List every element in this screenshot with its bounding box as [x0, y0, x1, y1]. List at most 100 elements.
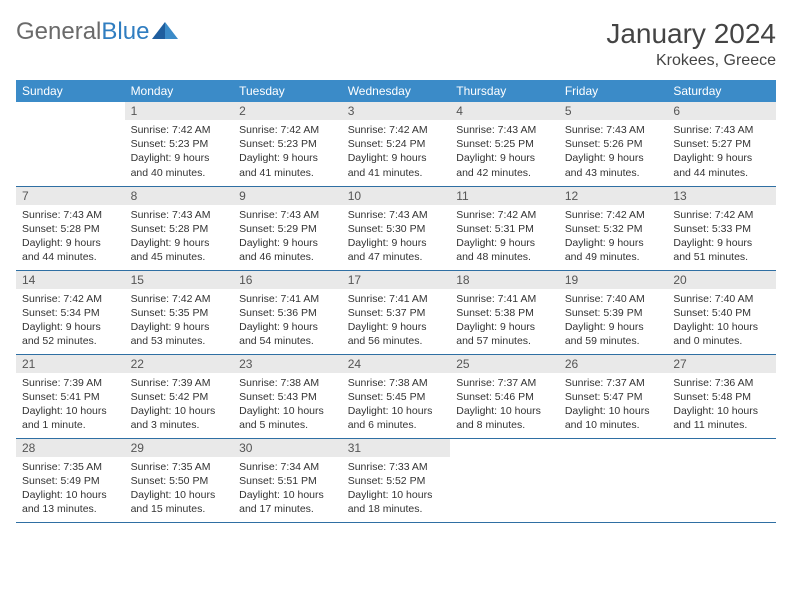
calendar-body: 1Sunrise: 7:42 AMSunset: 5:23 PMDaylight…	[16, 102, 776, 522]
sunset-text: Sunset: 5:28 PM	[131, 222, 228, 236]
sunset-text: Sunset: 5:50 PM	[131, 474, 228, 488]
daylight-text: Daylight: 10 hours and 10 minutes.	[565, 404, 662, 432]
sunset-text: Sunset: 5:24 PM	[348, 137, 445, 151]
daylight-text: Daylight: 9 hours and 40 minutes.	[131, 151, 228, 179]
calendar-day-cell: 28Sunrise: 7:35 AMSunset: 5:49 PMDayligh…	[16, 438, 125, 522]
sunrise-text: Sunrise: 7:43 AM	[456, 123, 553, 137]
sunrise-text: Sunrise: 7:43 AM	[673, 123, 770, 137]
day-body: Sunrise: 7:37 AMSunset: 5:46 PMDaylight:…	[450, 373, 559, 438]
calendar-week-row: 1Sunrise: 7:42 AMSunset: 5:23 PMDaylight…	[16, 102, 776, 186]
sunrise-text: Sunrise: 7:41 AM	[456, 292, 553, 306]
daylight-text: Daylight: 9 hours and 43 minutes.	[565, 151, 662, 179]
calendar-day-cell: 31Sunrise: 7:33 AMSunset: 5:52 PMDayligh…	[342, 438, 451, 522]
day-body: Sunrise: 7:35 AMSunset: 5:49 PMDaylight:…	[16, 457, 125, 522]
day-body	[450, 457, 559, 465]
day-body: Sunrise: 7:41 AMSunset: 5:37 PMDaylight:…	[342, 289, 451, 354]
header: GeneralBlue January 2024 Krokees, Greece	[16, 18, 776, 70]
daylight-text: Daylight: 9 hours and 56 minutes.	[348, 320, 445, 348]
daylight-text: Daylight: 9 hours and 54 minutes.	[239, 320, 336, 348]
calendar-day-cell: 8Sunrise: 7:43 AMSunset: 5:28 PMDaylight…	[125, 186, 234, 270]
daylight-text: Daylight: 9 hours and 57 minutes.	[456, 320, 553, 348]
day-number: 1	[125, 102, 234, 120]
sunset-text: Sunset: 5:45 PM	[348, 390, 445, 404]
sunset-text: Sunset: 5:27 PM	[673, 137, 770, 151]
calendar-day-cell: 4Sunrise: 7:43 AMSunset: 5:25 PMDaylight…	[450, 102, 559, 186]
sunrise-text: Sunrise: 7:39 AM	[131, 376, 228, 390]
day-number: 20	[667, 271, 776, 289]
sunrise-text: Sunrise: 7:43 AM	[565, 123, 662, 137]
calendar-day-cell	[16, 102, 125, 186]
day-number: 10	[342, 187, 451, 205]
day-number: 3	[342, 102, 451, 120]
day-number: 4	[450, 102, 559, 120]
calendar-day-cell: 6 Sunrise: 7:43 AMSunset: 5:27 PMDaylight…	[667, 102, 776, 186]
daylight-text: Daylight: 10 hours and 3 minutes.	[131, 404, 228, 432]
brand-part2: Blue	[101, 18, 149, 46]
weekday-header: Friday	[559, 80, 668, 102]
daylight-text: Daylight: 10 hours and 8 minutes.	[456, 404, 553, 432]
sunrise-text: Sunrise: 7:39 AM	[22, 376, 119, 390]
day-number: 26	[559, 355, 668, 373]
sunrise-text: Sunrise: 7:42 AM	[131, 292, 228, 306]
sunrise-text: Sunrise: 7:33 AM	[348, 460, 445, 474]
day-number: 7	[16, 187, 125, 205]
daylight-text: Daylight: 9 hours and 44 minutes.	[673, 151, 770, 179]
day-body: Sunrise: 7:34 AMSunset: 5:51 PMDaylight:…	[233, 457, 342, 522]
day-body: Sunrise: 7:39 AMSunset: 5:42 PMDaylight:…	[125, 373, 234, 438]
sunrise-text: Sunrise: 7:40 AM	[565, 292, 662, 306]
sunset-text: Sunset: 5:36 PM	[239, 306, 336, 320]
day-number: 5	[559, 102, 668, 120]
day-body: Sunrise: 7:42 AMSunset: 5:35 PMDaylight:…	[125, 289, 234, 354]
calendar-day-cell: 30Sunrise: 7:34 AMSunset: 5:51 PMDayligh…	[233, 438, 342, 522]
sunrise-text: Sunrise: 7:38 AM	[348, 376, 445, 390]
day-number: 15	[125, 271, 234, 289]
daylight-text: Daylight: 10 hours and 6 minutes.	[348, 404, 445, 432]
daylight-text: Daylight: 9 hours and 53 minutes.	[131, 320, 228, 348]
daylight-text: Daylight: 9 hours and 44 minutes.	[22, 236, 119, 264]
sunset-text: Sunset: 5:29 PM	[239, 222, 336, 236]
day-number: 14	[16, 271, 125, 289]
day-number	[667, 439, 776, 457]
day-body: Sunrise: 7:41 AMSunset: 5:36 PMDaylight:…	[233, 289, 342, 354]
sunrise-text: Sunrise: 7:43 AM	[22, 208, 119, 222]
sunrise-text: Sunrise: 7:38 AM	[239, 376, 336, 390]
day-body: Sunrise: 7:42 AMSunset: 5:34 PMDaylight:…	[16, 289, 125, 354]
sunset-text: Sunset: 5:48 PM	[673, 390, 770, 404]
day-number: 2	[233, 102, 342, 120]
calendar-day-cell: 12Sunrise: 7:42 AMSunset: 5:32 PMDayligh…	[559, 186, 668, 270]
weekday-header-row: Sunday Monday Tuesday Wednesday Thursday…	[16, 80, 776, 102]
sunrise-text: Sunrise: 7:43 AM	[131, 208, 228, 222]
daylight-text: Daylight: 9 hours and 48 minutes.	[456, 236, 553, 264]
sunrise-text: Sunrise: 7:34 AM	[239, 460, 336, 474]
day-body: Sunrise: 7:37 AMSunset: 5:47 PMDaylight:…	[559, 373, 668, 438]
day-number: 24	[342, 355, 451, 373]
calendar-day-cell: 24Sunrise: 7:38 AMSunset: 5:45 PMDayligh…	[342, 354, 451, 438]
daylight-text: Daylight: 10 hours and 17 minutes.	[239, 488, 336, 516]
sunset-text: Sunset: 5:31 PM	[456, 222, 553, 236]
day-number: 21	[16, 355, 125, 373]
brand-part1: General	[16, 18, 101, 46]
day-body: Sunrise: 7:38 AMSunset: 5:45 PMDaylight:…	[342, 373, 451, 438]
calendar-day-cell: 21Sunrise: 7:39 AMSunset: 5:41 PMDayligh…	[16, 354, 125, 438]
day-body	[559, 457, 668, 465]
calendar-week-row: 14Sunrise: 7:42 AMSunset: 5:34 PMDayligh…	[16, 270, 776, 354]
daylight-text: Daylight: 9 hours and 51 minutes.	[673, 236, 770, 264]
calendar-day-cell: 13Sunrise: 7:42 AMSunset: 5:33 PMDayligh…	[667, 186, 776, 270]
day-body: Sunrise: 7:40 AMSunset: 5:40 PMDaylight:…	[667, 289, 776, 354]
day-body: Sunrise: 7:43 AMSunset: 5:29 PMDaylight:…	[233, 205, 342, 270]
day-number: 8	[125, 187, 234, 205]
calendar-day-cell: 9Sunrise: 7:43 AMSunset: 5:29 PMDaylight…	[233, 186, 342, 270]
calendar-week-row: 28Sunrise: 7:35 AMSunset: 5:49 PMDayligh…	[16, 438, 776, 522]
day-number	[450, 439, 559, 457]
page-title: January 2024	[606, 18, 776, 50]
day-body: Sunrise: 7:42 AMSunset: 5:33 PMDaylight:…	[667, 205, 776, 270]
daylight-text: Daylight: 10 hours and 18 minutes.	[348, 488, 445, 516]
sunrise-text: Sunrise: 7:42 AM	[673, 208, 770, 222]
day-body: Sunrise: 7:43 AMSunset: 5:28 PMDaylight:…	[125, 205, 234, 270]
day-number: 6	[667, 102, 776, 120]
daylight-text: Daylight: 10 hours and 5 minutes.	[239, 404, 336, 432]
title-block: January 2024 Krokees, Greece	[606, 18, 776, 70]
sunrise-text: Sunrise: 7:35 AM	[22, 460, 119, 474]
sunrise-text: Sunrise: 7:41 AM	[239, 292, 336, 306]
calendar-day-cell: 22Sunrise: 7:39 AMSunset: 5:42 PMDayligh…	[125, 354, 234, 438]
